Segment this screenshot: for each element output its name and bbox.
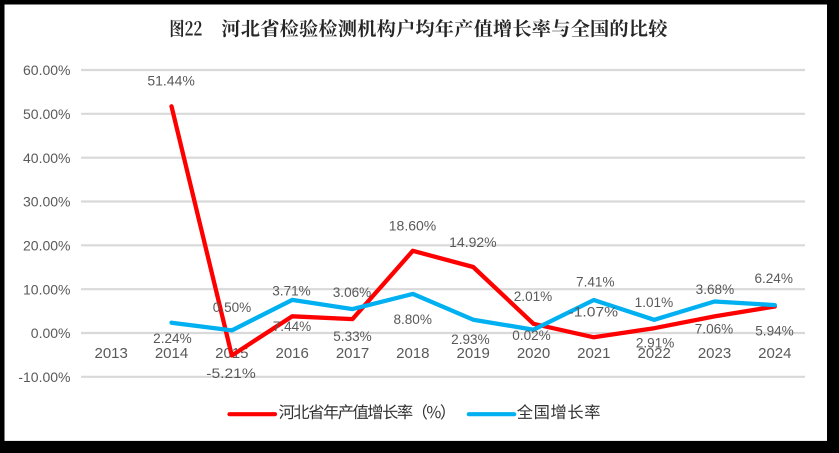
svg-text:30.00%: 30.00% <box>23 194 70 210</box>
svg-text:2018: 2018 <box>396 345 429 362</box>
svg-text:20.00%: 20.00% <box>23 237 70 253</box>
svg-text:2017: 2017 <box>336 345 369 362</box>
svg-text:2016: 2016 <box>276 345 309 362</box>
svg-text:2020: 2020 <box>517 345 550 362</box>
svg-text:6.24%: 6.24% <box>754 270 793 286</box>
svg-text:2014: 2014 <box>155 345 188 362</box>
svg-text:-1.07%: -1.07% <box>569 303 619 319</box>
svg-text:2.01%: 2.01% <box>514 288 553 304</box>
svg-text:10.00%: 10.00% <box>23 281 70 297</box>
svg-text:图22: 图22 <box>169 15 202 42</box>
svg-text:0.00%: 0.00% <box>31 325 71 341</box>
svg-text:0.02%: 0.02% <box>512 327 551 343</box>
svg-text:50.00%: 50.00% <box>23 106 70 122</box>
svg-text:1.01%: 1.01% <box>635 294 674 310</box>
svg-text:3.68%: 3.68% <box>696 281 735 297</box>
svg-text:18.60%: 18.60% <box>389 218 437 234</box>
svg-text:5.33%: 5.33% <box>333 328 372 344</box>
svg-text:2.93%: 2.93% <box>451 331 490 347</box>
svg-text:-10.00%: -10.00% <box>18 369 70 385</box>
svg-text:河北省年产值增长率（%）: 河北省年产值增长率（%） <box>279 399 457 423</box>
svg-text:51.44%: 51.44% <box>147 73 195 89</box>
svg-text:3.06%: 3.06% <box>333 284 372 300</box>
svg-text:7.06%: 7.06% <box>695 321 734 337</box>
svg-text:7.41%: 7.41% <box>576 274 615 290</box>
svg-text:全国增长率: 全国增长率 <box>517 399 601 423</box>
svg-text:河北省检验检测机构户均年产值增长率与全国的比较: 河北省检验检测机构户均年产值增长率与全国的比较 <box>221 15 669 42</box>
svg-text:40.00%: 40.00% <box>23 150 70 166</box>
svg-text:60.00%: 60.00% <box>23 62 70 78</box>
svg-text:-5.21%: -5.21% <box>206 365 256 381</box>
svg-text:7.44%: 7.44% <box>273 318 312 334</box>
svg-text:0.50%: 0.50% <box>213 299 252 315</box>
svg-text:2.24%: 2.24% <box>153 330 192 346</box>
svg-text:2023: 2023 <box>698 345 731 362</box>
svg-text:5.94%: 5.94% <box>755 323 794 339</box>
svg-text:2024: 2024 <box>758 345 791 362</box>
svg-text:2.91%: 2.91% <box>636 334 675 350</box>
svg-text:2013: 2013 <box>95 345 128 362</box>
svg-text:2019: 2019 <box>457 345 490 362</box>
svg-text:2021: 2021 <box>577 345 610 362</box>
svg-text:14.92%: 14.92% <box>449 234 497 250</box>
svg-text:3.71%: 3.71% <box>272 282 311 298</box>
svg-text:8.80%: 8.80% <box>393 311 432 327</box>
svg-text:2022: 2022 <box>638 345 671 362</box>
